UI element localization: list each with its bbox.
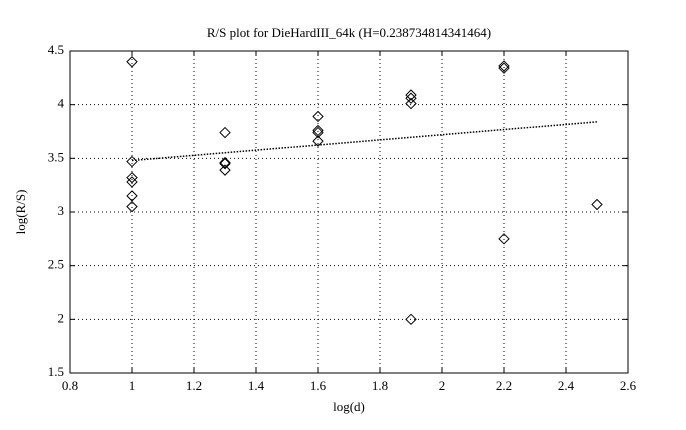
point: [219, 157, 231, 170]
point: [405, 89, 417, 101]
chart-title: R/S plot for DieHardIII_64k (H=0.2387348…: [207, 25, 491, 40]
x-tick-label: 1: [129, 378, 136, 393]
point: [126, 171, 138, 184]
point: [126, 190, 138, 202]
point: [405, 313, 417, 326]
point: [126, 56, 138, 68]
x-tick-label: 2.2: [496, 378, 512, 393]
point: [405, 97, 417, 110]
x-tick-label: 1.2: [186, 378, 202, 393]
point: [591, 198, 603, 211]
x-tick-label: 1.8: [372, 378, 388, 393]
y-axis-label: log(R/S): [13, 190, 28, 235]
x-tick-label: 2.4: [558, 378, 575, 393]
point: [498, 60, 510, 72]
y-tick-label: 3: [58, 203, 65, 218]
point: [126, 200, 138, 213]
plot-frame: [69, 50, 629, 374]
x-axis-label: log(d): [333, 399, 365, 414]
point: [219, 156, 231, 169]
x-tick-label: 2.6: [620, 378, 637, 393]
point: [312, 124, 324, 137]
y-tick-label: 2: [58, 310, 65, 325]
y-tick-label: 2.5: [48, 257, 64, 272]
point: [405, 92, 417, 104]
point: [312, 135, 324, 147]
x-tick-label: 2: [439, 378, 446, 393]
point: [126, 176, 138, 188]
point: [498, 233, 510, 245]
point: [312, 110, 324, 123]
x-tick-label: 1.4: [248, 378, 265, 393]
point: [219, 126, 231, 139]
point: [219, 164, 231, 176]
y-tick-label: 1.5: [48, 364, 64, 379]
y-tick-label: 4: [58, 96, 65, 111]
point: [312, 126, 324, 139]
y-tick-label: 4.5: [48, 42, 64, 57]
point: [498, 62, 510, 74]
y-tick-label: 3.5: [48, 149, 64, 164]
x-tick-label: 0.8: [62, 378, 78, 393]
x-tick-label: 1.6: [310, 378, 327, 393]
